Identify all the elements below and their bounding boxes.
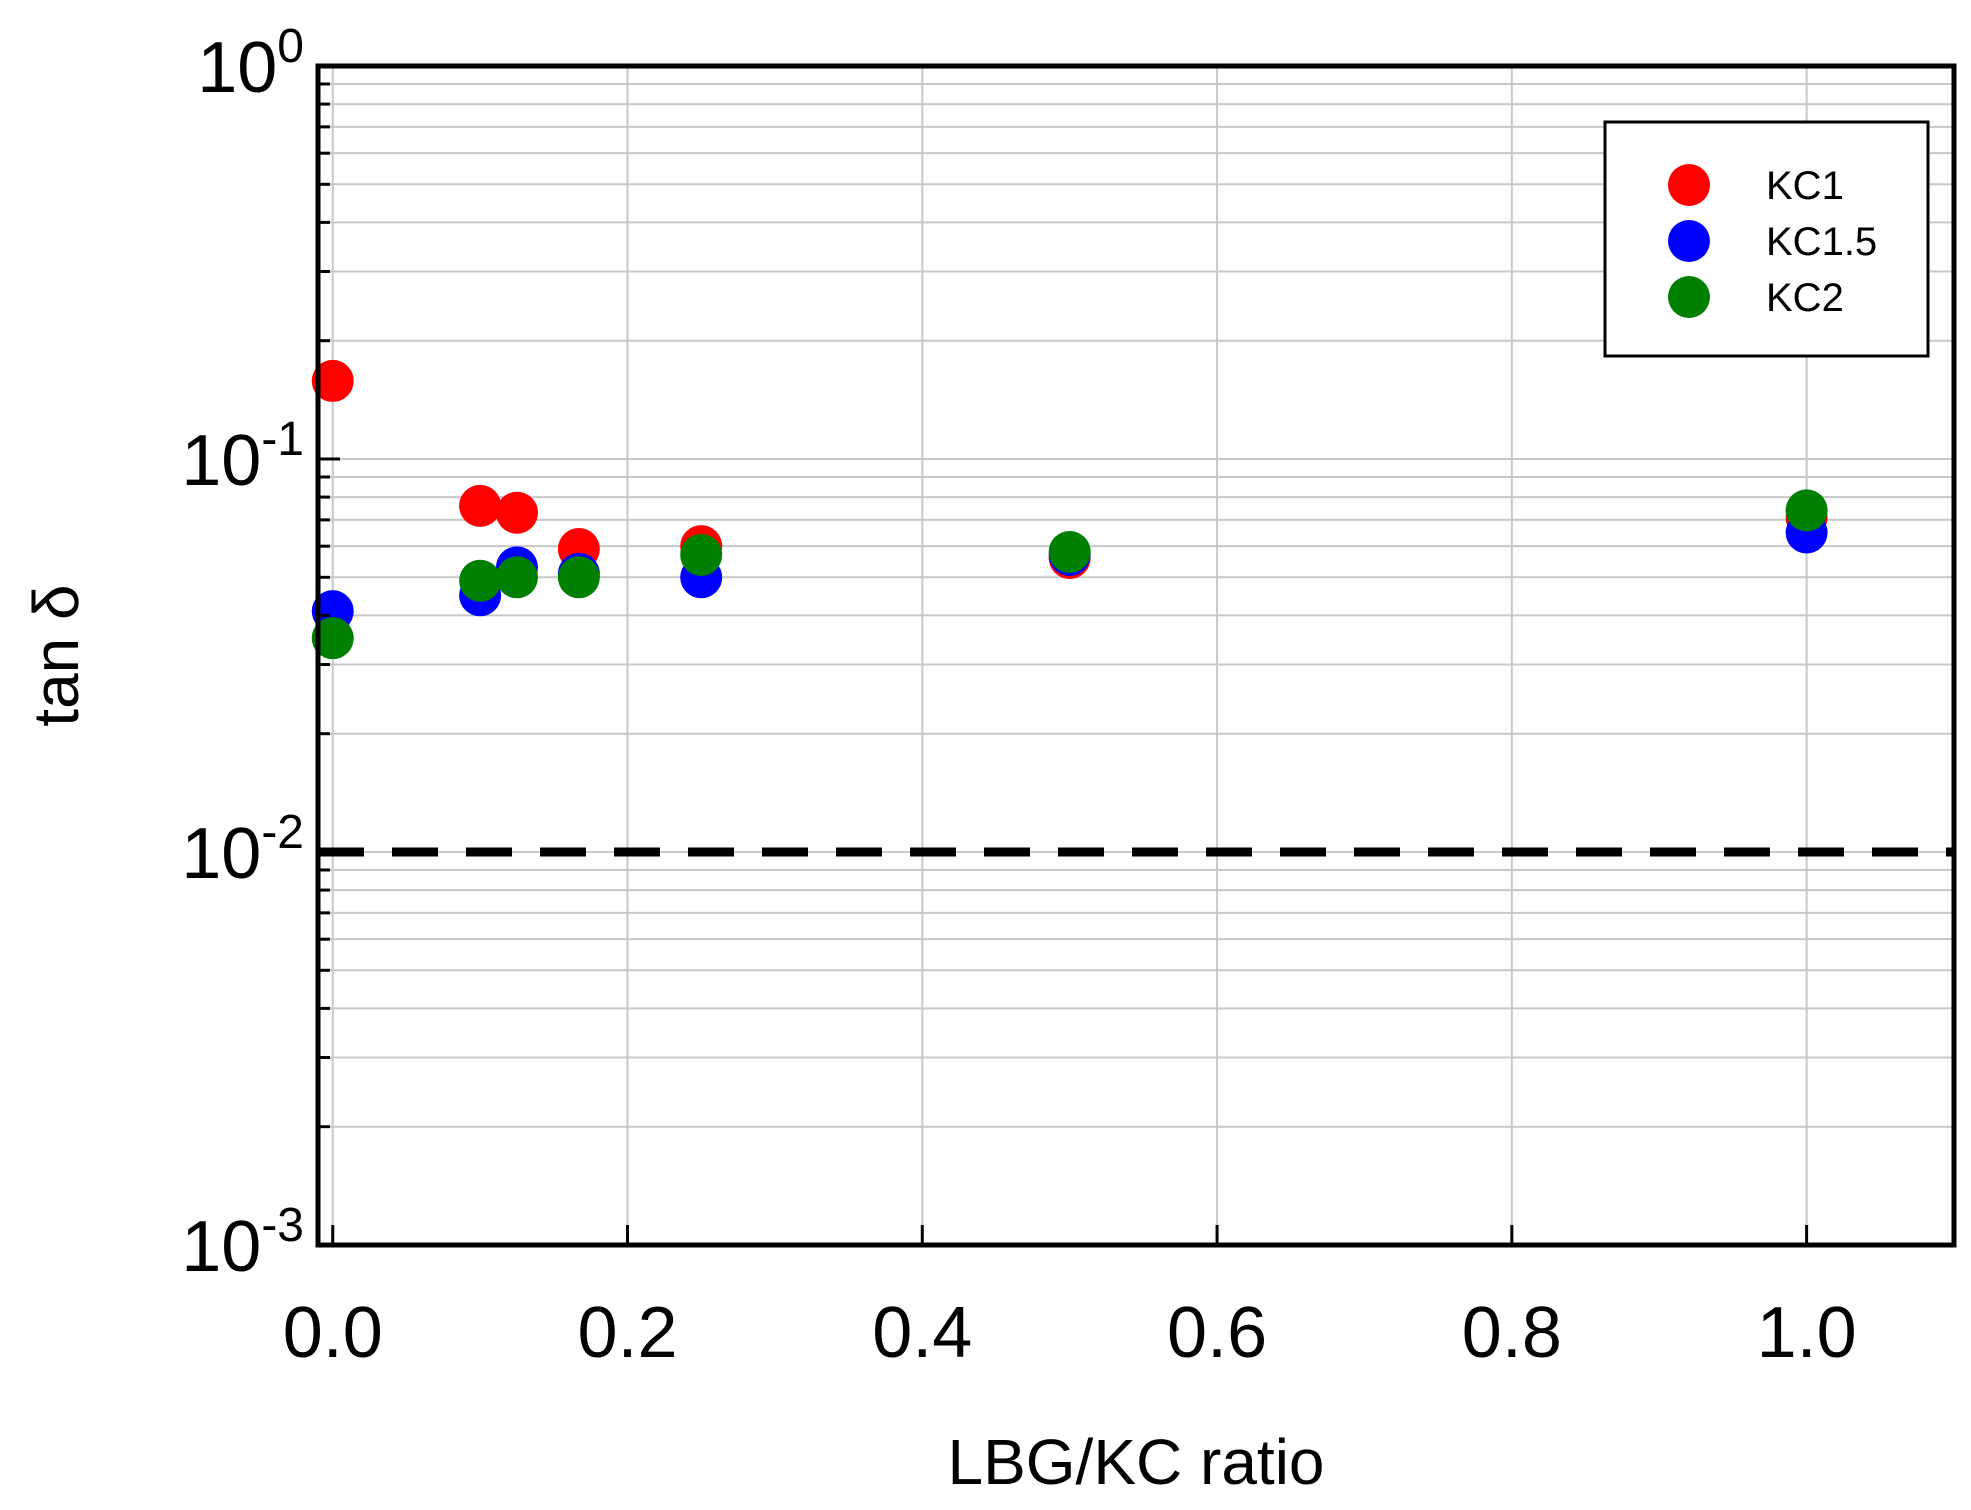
data-point: [495, 556, 538, 599]
y-tick-exponent: 0: [277, 20, 304, 73]
x-axis-title: LBG/KC ratio: [947, 1426, 1324, 1498]
data-point: [1048, 530, 1091, 573]
plot-frame: [315, 63, 1957, 1248]
y-tick-base: 10: [181, 421, 261, 501]
data-point: [557, 556, 600, 599]
y-axis-title: tan δ: [20, 584, 92, 726]
y-tick-label: 10-3: [181, 1199, 304, 1287]
x-tick-label: 0.4: [872, 1293, 972, 1373]
data-points: [311, 359, 1828, 660]
data-point: [680, 533, 723, 576]
legend-box: [1603, 120, 1930, 358]
legend-label: KC1: [1766, 164, 1844, 208]
y-tick-label: 100: [197, 20, 304, 108]
legend-label: KC1.5: [1766, 220, 1877, 264]
x-tick-label: 0.2: [577, 1293, 677, 1373]
legend: KC1 KC1.5 KC2: [1603, 120, 1930, 358]
y-tick-label: 10-1: [181, 413, 304, 501]
legend-marker: [1668, 220, 1710, 262]
data-point: [459, 484, 502, 527]
x-tick-labels: 0.0 0.2 0.4 0.6 0.8 1.0: [283, 1293, 1857, 1373]
y-tick-base: 10: [197, 28, 277, 108]
x-tick-label: 0.8: [1462, 1293, 1562, 1373]
data-point: [311, 617, 354, 660]
x-tick-label: 0.0: [283, 1293, 383, 1373]
y-tick-exponent: -2: [261, 806, 304, 859]
series-KC2: [311, 489, 1828, 660]
y-tick-base: 10: [181, 814, 261, 894]
data-point: [459, 559, 502, 602]
x-tick-label: 1.0: [1757, 1293, 1857, 1373]
legend-marker: [1668, 164, 1710, 206]
y-tick-label: 10-2: [181, 806, 304, 894]
legend-marker: [1668, 276, 1710, 318]
y-tick-exponent: -1: [261, 413, 304, 466]
data-point: [1785, 489, 1828, 532]
legend-items: KC1 KC1.5 KC2: [1668, 164, 1877, 320]
legend-label: KC2: [1766, 276, 1844, 320]
y-tick-exponent: -3: [261, 1199, 304, 1252]
y-tick-base: 10: [181, 1207, 261, 1287]
data-point: [311, 359, 354, 402]
axis-ticks: [318, 64, 1809, 1247]
data-point: [495, 491, 538, 534]
x-tick-label: 0.6: [1167, 1293, 1267, 1373]
